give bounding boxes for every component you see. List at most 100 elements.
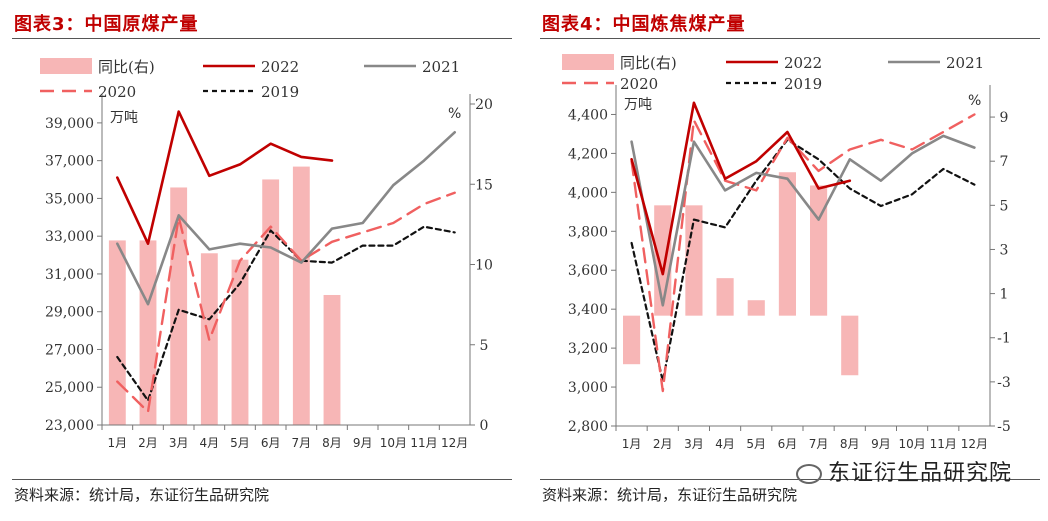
right-tick-label: 5 — [1000, 198, 1009, 214]
right-tick-label: 9 — [1000, 110, 1009, 126]
yoy-bar — [323, 294, 341, 425]
x-tick-label: 11月 — [410, 436, 437, 450]
left-tick-label: 23,000 — [45, 418, 94, 434]
series-line-2021 — [630, 134, 976, 307]
legend-label: 2019 — [261, 83, 299, 101]
source-divider — [540, 479, 1040, 480]
x-tick-label: 11月 — [930, 437, 957, 451]
x-tick-label: 9月 — [871, 437, 891, 451]
left-tick-label: 25,000 — [45, 380, 94, 396]
watermark-text: 东证衍生品研究院 — [827, 461, 1012, 486]
chart-panel-left: 图表3：中国原煤产量 39,000 37,000 35,000 33,000 31,00… — [0, 0, 520, 521]
right-tick-label: -3 — [997, 375, 1011, 391]
x-tick-label: 7月 — [292, 436, 312, 450]
source-divider — [12, 479, 512, 480]
right-tick-label: 0 — [480, 418, 489, 434]
yoy-bar — [747, 300, 765, 316]
x-tick-label: 2月 — [653, 437, 673, 451]
x-tick-label: 4月 — [715, 437, 735, 451]
chart-left-svg: 39,000 37,000 35,000 33,000 31,000 29,000 27,0… — [40, 58, 493, 450]
series-line-2022 — [116, 110, 334, 245]
chart-title: 图表4：中国炼焦煤产量 — [542, 14, 746, 35]
yoy-bar — [810, 185, 828, 316]
left-tick-label: 3,200 — [568, 341, 608, 357]
legend-label: 2020 — [620, 75, 658, 93]
x-tick-label: 4月 — [200, 436, 220, 450]
yoy-bar — [716, 278, 734, 316]
left-tick-label: 4,000 — [568, 185, 608, 201]
x-tick-label: 2月 — [138, 436, 158, 450]
x-tick-label: 9月 — [353, 436, 373, 450]
x-tick-label: 8月 — [840, 437, 860, 451]
watermark: 东证衍生品研究院 — [795, 455, 1012, 487]
x-tick-label: 1月 — [108, 436, 128, 450]
legend-label: 2019 — [784, 75, 822, 93]
yoy-bar — [778, 172, 796, 316]
left-tick-label: 3,600 — [568, 263, 608, 279]
yoy-bar — [262, 179, 280, 425]
left-tick-label: 3,800 — [568, 224, 608, 240]
legend-label: 同比(右) — [620, 54, 677, 72]
series-line-2020 — [116, 191, 456, 413]
left-tick-label: 27,000 — [45, 342, 94, 358]
yoy-bar — [685, 205, 703, 316]
left-tick-label: 35,000 — [45, 191, 94, 207]
series-line-2019 — [630, 138, 976, 383]
legend-swatch-bar — [562, 54, 614, 70]
right-tick-label: 7 — [1000, 154, 1009, 170]
chart-panel-right: 图表4：中国炼焦煤产量 4,400 4,200 4,000 3,800 3,600 3,4… — [528, 0, 1048, 521]
left-tick-label: 39,000 — [45, 116, 94, 132]
x-tick-label: 3月 — [684, 437, 704, 451]
right-tick-label: 15 — [475, 177, 493, 193]
legend-label: 2021 — [946, 54, 984, 72]
legend-label: 2021 — [422, 58, 460, 76]
left-tick-label: 2,800 — [568, 419, 608, 435]
x-tick-label: 12月 — [441, 436, 468, 450]
legend-label: 同比(右) — [98, 58, 155, 76]
left-tick-label: 4,400 — [568, 107, 608, 123]
x-tick-label: 10月 — [898, 437, 925, 451]
legend-label: 2022 — [261, 58, 299, 76]
x-tick-label: 6月 — [261, 436, 281, 450]
right-tick-label: -5 — [997, 419, 1011, 435]
series-line-2020 — [630, 113, 976, 393]
left-tick-label: 4,200 — [568, 146, 608, 162]
left-tick-label: 37,000 — [45, 154, 94, 170]
left-tick-label: 3,000 — [568, 380, 608, 396]
x-tick-label: 7月 — [809, 437, 829, 451]
left-tick-label: 33,000 — [45, 229, 94, 245]
wechat-icon — [795, 464, 822, 484]
legend-swatch-bar — [40, 58, 92, 74]
yoy-bar — [623, 315, 641, 365]
x-tick-label: 5月 — [230, 436, 250, 450]
right-tick-label: -1 — [997, 331, 1011, 347]
yoy-bar — [292, 166, 310, 425]
chart-right-svg: 4,400 4,200 4,000 3,800 3,600 3,400 3,200 3,000… — [562, 54, 1011, 451]
source-note: 资料来源：统计局，东证衍生品研究院 — [542, 486, 798, 504]
source-note: 资料来源：统计局，东证衍生品研究院 — [14, 486, 270, 504]
x-tick-label: 6月 — [778, 437, 798, 451]
x-tick-label: 5月 — [746, 437, 766, 451]
x-tick-label: 10月 — [380, 436, 407, 450]
x-tick-label: 8月 — [322, 436, 342, 450]
right-tick-label: 20 — [475, 97, 493, 113]
left-tick-label: 29,000 — [45, 305, 94, 321]
left-tick-label: 31,000 — [45, 267, 94, 283]
legend-label: 2022 — [784, 54, 822, 72]
left-tick-label: 3,400 — [568, 302, 608, 318]
right-tick-label: 10 — [475, 258, 493, 274]
right-tick-label: 3 — [1000, 242, 1009, 258]
yoy-bar — [231, 259, 249, 425]
yoy-bar — [108, 240, 126, 425]
right-unit-label: % — [448, 106, 461, 122]
chart-title: 图表3：中国原煤产量 — [14, 14, 199, 35]
right-tick-label: 5 — [480, 338, 489, 354]
left-unit-label: 万吨 — [624, 97, 652, 113]
x-tick-label: 12月 — [961, 437, 988, 451]
legend-label: 2020 — [98, 83, 136, 101]
title-divider — [540, 38, 1040, 39]
series-line-2021 — [116, 131, 456, 306]
series-line-2019 — [116, 225, 456, 402]
right-unit-label: % — [968, 93, 981, 109]
x-tick-label: 1月 — [622, 437, 642, 451]
